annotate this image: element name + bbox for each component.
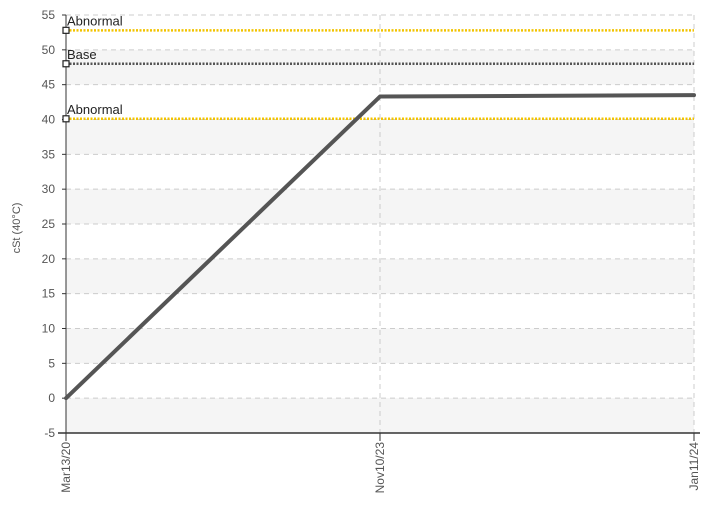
data-point — [692, 93, 696, 97]
x-tick-label: Jan11/24 — [687, 442, 701, 491]
y-tick-label: 30 — [42, 182, 56, 196]
reference-label: Base — [67, 47, 97, 62]
y-tick-label: 50 — [42, 43, 56, 57]
y-tick-label: 5 — [48, 356, 55, 370]
y-tick-label: 40 — [42, 113, 56, 127]
y-tick-labels: -5 0 5 10 15 20 25 30 35 40 45 50 55 — [42, 8, 56, 440]
data-point — [378, 95, 382, 99]
data-series — [64, 93, 696, 401]
x-tick-label: Nov10/23 — [373, 442, 387, 494]
y-tick-label: 20 — [42, 252, 56, 266]
y-axis-label: cSt (40°C) — [11, 203, 23, 254]
y-tick-label: 15 — [42, 287, 56, 301]
reference-marker — [62, 26, 70, 34]
y-tick-label: 55 — [42, 8, 56, 22]
data-point — [64, 396, 68, 400]
y-tick-label: 25 — [42, 217, 56, 231]
y-tick-label: 45 — [42, 78, 56, 92]
reference-label: Abnormal — [67, 13, 123, 28]
x-tick-labels: Mar13/20 Nov10/23 Jan11/24 — [59, 442, 701, 494]
y-tick-label: 0 — [48, 391, 55, 405]
reference-label: Abnormal — [67, 102, 123, 117]
y-tick-label: 35 — [42, 147, 56, 161]
reference-marker — [62, 115, 70, 123]
reference-lines: Abnormal Base Abnormal — [62, 13, 694, 123]
reference-marker — [62, 60, 70, 68]
x-tick-label: Mar13/20 — [59, 442, 73, 493]
y-tick-label: -5 — [44, 426, 55, 440]
y-tick-label: 10 — [42, 322, 56, 336]
grid-lines — [65, 14, 695, 433]
